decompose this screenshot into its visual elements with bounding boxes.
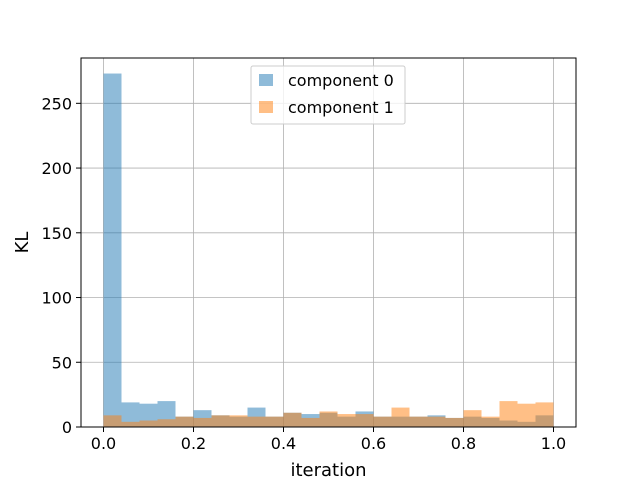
- histogram-bar: [427, 416, 446, 427]
- x-tick-label: 0.2: [181, 434, 206, 453]
- histogram-bar: [355, 414, 374, 427]
- y-tick-label: 250: [41, 94, 72, 113]
- histogram-bar: [265, 416, 284, 427]
- x-tick-label: 0.0: [91, 434, 116, 453]
- histogram-bar: [211, 415, 230, 427]
- y-axis-title: KL: [12, 232, 33, 254]
- histogram-bar: [157, 419, 176, 427]
- y-tick-label: 0: [62, 418, 72, 437]
- histogram-bars: [103, 73, 554, 428]
- histogram-bar: [463, 410, 482, 427]
- histogram-bar: [229, 415, 248, 427]
- series-component-0: [103, 73, 554, 428]
- histogram-bar: [535, 402, 554, 427]
- histogram-bar: [121, 421, 140, 427]
- histogram-bar: [103, 415, 122, 427]
- series-component-1: [103, 401, 554, 427]
- histogram-bar: [103, 73, 122, 428]
- legend-swatch-component-0: [259, 74, 273, 86]
- histogram-bar: [319, 411, 338, 427]
- histogram-bar: [499, 401, 518, 427]
- histogram-bar: [283, 412, 302, 427]
- x-tick-label: 0.6: [361, 434, 386, 453]
- y-tick-label: 200: [41, 159, 72, 178]
- x-tick-label: 0.8: [451, 434, 476, 453]
- histogram-bar: [139, 420, 158, 427]
- histogram-bar: [301, 417, 320, 427]
- legend-box: [250, 65, 406, 125]
- legend-swatch-component-1: [259, 101, 273, 113]
- legend-label-component-1: component 1: [288, 98, 394, 117]
- histogram-bar: [175, 416, 194, 427]
- legend-label-component-0: component 0: [288, 71, 394, 90]
- x-tick-label: 1.0: [541, 434, 566, 453]
- x-tick-label: 0.4: [271, 434, 296, 453]
- y-tick-label: 50: [52, 353, 72, 372]
- histogram-bar: [193, 417, 212, 427]
- y-tick-label: 150: [41, 224, 72, 243]
- plot-frame: [80, 57, 577, 428]
- histogram-bar: [481, 416, 500, 427]
- histogram-bar: [445, 417, 464, 427]
- y-tick-label: 100: [41, 289, 72, 308]
- x-axis-title: iteration: [290, 460, 366, 480]
- histogram-bar: [409, 416, 428, 427]
- histogram-bar: [517, 403, 536, 427]
- x-axis-ticks: 0.0 0.2 0.4 0.6 0.8 1.0: [91, 427, 566, 453]
- y-axis-ticks: 0 50 100 150 200 250: [41, 94, 81, 437]
- legend: component 0 component 1: [250, 65, 406, 125]
- histogram-bar: [373, 416, 392, 427]
- histogram-bar: [121, 402, 140, 427]
- histogram-bar: [247, 416, 266, 427]
- histogram-bar: [391, 407, 410, 427]
- histogram-bar: [337, 414, 356, 427]
